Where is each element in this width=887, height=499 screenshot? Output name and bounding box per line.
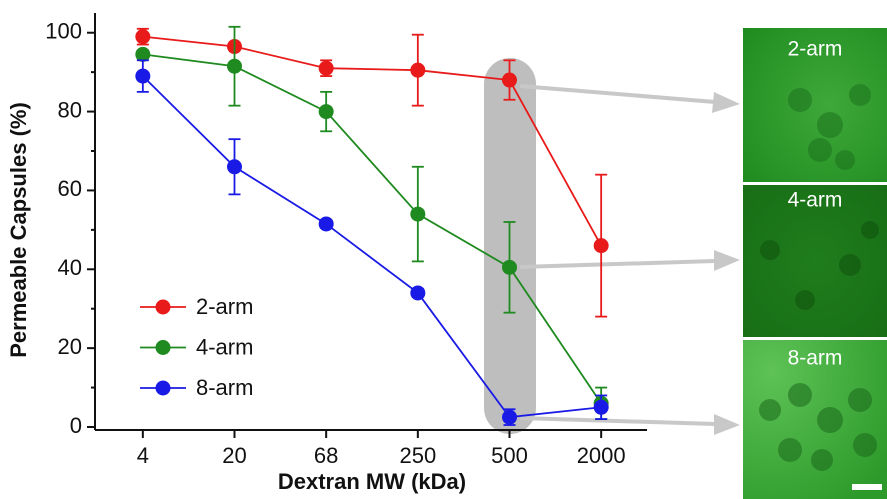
x-tick-label: 68 [314,443,338,468]
x-tick-label: 2000 [577,443,626,468]
data-point [502,409,517,425]
data-point [227,58,242,74]
y-tick-label: 80 [58,97,82,122]
data-point [410,285,426,301]
panel-label: 4-arm [788,189,843,212]
series-line [142,75,602,419]
y-tick-label: 100 [45,19,82,44]
y-tick-label: 20 [58,334,82,359]
series-line [142,35,602,247]
y-tick-label: 0 [70,413,82,438]
legend-marker [155,380,171,396]
panel-label: 8-arm [788,347,843,370]
legend-label: 8-arm [196,375,253,400]
legend-marker [155,299,171,315]
legend-label: 2-arm [196,294,253,319]
data-point [318,60,334,76]
data-point [135,29,151,45]
x-tick-label: 4 [137,443,149,468]
data-point [410,206,426,222]
data-point [318,216,334,232]
y-tick-label: 40 [58,255,82,280]
series-line [142,53,602,404]
arrows [519,84,740,435]
data-point [318,104,334,120]
data-point [593,238,609,254]
legend-label: 4-arm [196,334,253,359]
data-point [593,399,609,415]
data-point [410,62,426,78]
data-point [135,46,151,62]
x-tick-label: 500 [491,443,528,468]
data-point [135,68,151,84]
data-point [227,159,242,175]
data-point [502,259,517,275]
micrograph-panels [743,28,887,499]
x-tick-label: 250 [399,443,436,468]
x-tick-label: 20 [222,443,246,468]
panel-label: 2-arm [788,38,843,61]
x-axis-label: Dextran MW (kDa) [278,469,466,494]
legend-marker [155,340,171,355]
data-point [502,72,517,88]
y-tick-label: 60 [58,176,82,201]
y-axis-label: Permeable Capsules (%) [6,102,31,358]
